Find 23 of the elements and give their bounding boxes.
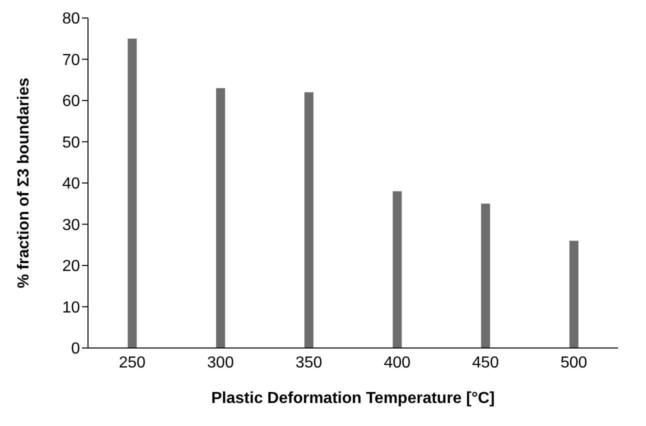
- y-tick-label: 0: [71, 340, 80, 358]
- y-tick-label: 80: [62, 10, 80, 28]
- y-tick-label: 60: [62, 93, 80, 110]
- y-tick-label: 20: [62, 258, 80, 276]
- bar: [481, 204, 490, 348]
- y-tick-label: 70: [62, 52, 80, 69]
- x-tick-label: 400: [384, 354, 411, 372]
- x-axis-title: Plastic Deformation Temperature [°C]: [211, 390, 495, 407]
- y-tick-label: 40: [62, 176, 80, 193]
- x-tick-label: 250: [118, 354, 146, 372]
- y-tick-label: 10: [62, 299, 80, 316]
- x-tick-label: 500: [560, 354, 588, 372]
- bar: [216, 88, 226, 348]
- bar: [304, 92, 314, 348]
- y-tick-label: 50: [62, 134, 80, 152]
- x-tick-label: 450: [472, 354, 499, 372]
- x-tick-label: 300: [207, 354, 234, 372]
- x-tick-label: 350: [295, 354, 322, 372]
- bar: [569, 240, 578, 348]
- bar: [392, 191, 402, 348]
- y-axis-title: % fraction of Σ3 boundaries: [16, 78, 33, 288]
- y-tick-label: 30: [62, 216, 80, 234]
- bar: [128, 38, 137, 348]
